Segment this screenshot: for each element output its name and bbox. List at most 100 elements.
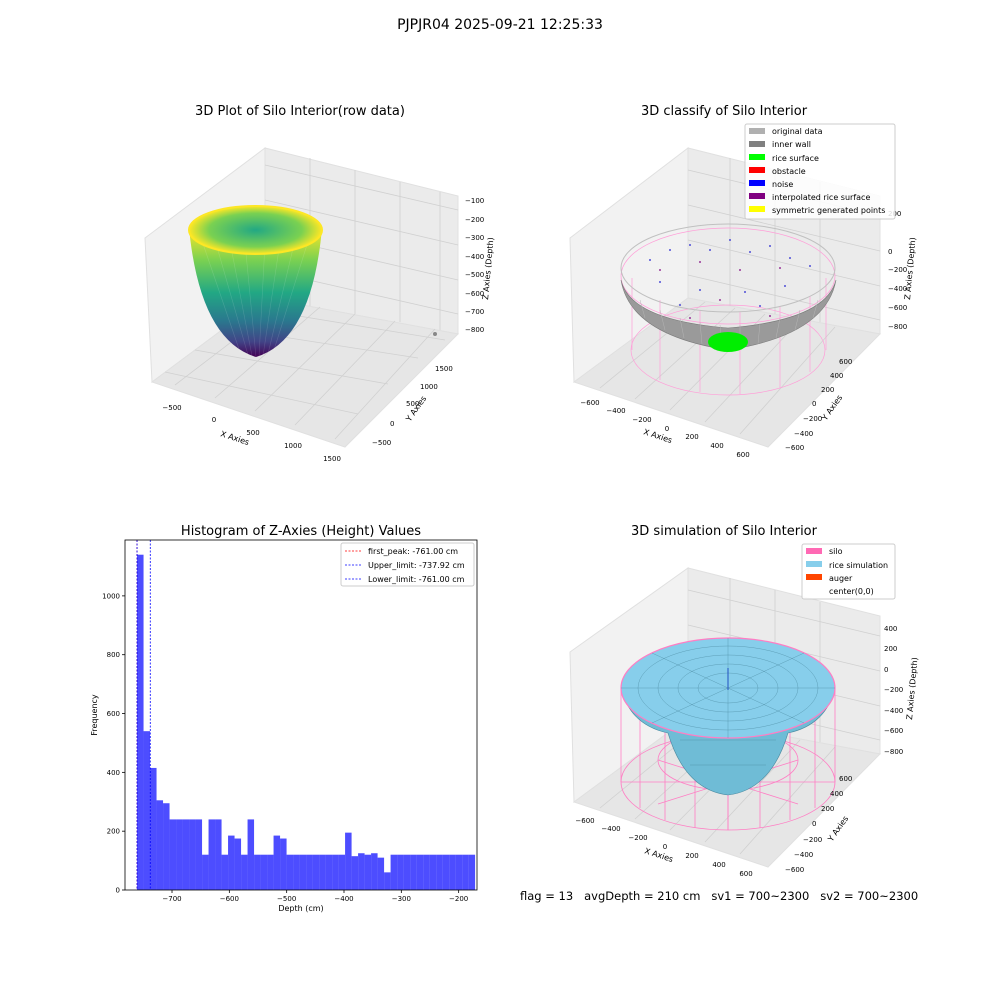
- x-tick-label: −200: [449, 895, 468, 903]
- y-tick-label: −400: [794, 851, 813, 859]
- z-tick-label: −800: [465, 326, 484, 334]
- legend-swatch: [806, 548, 822, 554]
- legend-label: inner wall: [772, 140, 811, 149]
- histogram-bar: [390, 854, 398, 890]
- y-tick-label: −500: [372, 439, 391, 447]
- histogram-bar: [293, 854, 300, 890]
- histogram-bar: [449, 854, 456, 890]
- outlier-point: [433, 332, 437, 336]
- legend-label: center(0,0): [829, 587, 874, 596]
- legend-label: interpolated rice surface: [772, 193, 870, 202]
- x-tick-label: −500: [277, 895, 296, 903]
- y-tick-label: −200: [803, 836, 822, 844]
- z-axis-label: Z Axies (Depth): [905, 657, 919, 720]
- histogram-bar: [137, 554, 144, 890]
- histogram-bar: [358, 853, 365, 890]
- x-tick-label: 500: [246, 429, 259, 437]
- legend-label: silo: [829, 547, 843, 556]
- histogram-bar: [156, 800, 164, 890]
- panel-4-title: 3D simulation of Silo Interior: [631, 524, 817, 539]
- histogram-bar: [325, 854, 333, 890]
- y-tick-label: −400: [794, 430, 813, 438]
- legend-label: auger: [829, 574, 853, 583]
- y-tick-label: 200: [821, 805, 834, 813]
- legend-label: noise: [772, 180, 793, 189]
- z-tick-label: −400: [884, 707, 903, 715]
- histogram-bar: [215, 819, 222, 890]
- legend-label: first_peak: -761.00 cm: [368, 547, 458, 556]
- x-tick-label: 600: [736, 451, 749, 459]
- histogram-bar: [234, 838, 242, 890]
- x-tick-label: 1000: [284, 442, 302, 450]
- z-tick-label: 400: [884, 625, 897, 633]
- histogram-bar: [299, 854, 307, 890]
- histogram-bar: [319, 854, 326, 890]
- histogram-bar: [364, 854, 372, 890]
- histogram-bar: [247, 819, 255, 890]
- z-tick-label: −600: [465, 290, 484, 298]
- z-tick-label: −800: [884, 748, 903, 756]
- x-tick-label: 0: [212, 416, 216, 424]
- y-tick-label: 400: [830, 372, 843, 380]
- histogram-bar: [189, 819, 196, 890]
- histogram-bar: [332, 854, 339, 890]
- histogram-bar: [442, 854, 450, 890]
- histogram-bar: [267, 854, 274, 890]
- x-tick-label: 1500: [323, 455, 341, 463]
- y-tick-label: 600: [839, 358, 852, 366]
- y-tick-label: −600: [785, 866, 804, 874]
- histogram-bar: [455, 854, 463, 890]
- x-tick-label: −700: [162, 895, 181, 903]
- panel-4-legend: silo rice simulation auger center(0,0): [801, 543, 896, 600]
- x-tick-label: −600: [580, 399, 599, 407]
- y-tick-label: 0: [812, 820, 816, 828]
- legend-swatch: [749, 193, 765, 199]
- y-tick-label: −600: [785, 444, 804, 452]
- silo-wireframe: [620, 227, 836, 396]
- paraboloid-surface: [189, 228, 322, 357]
- x-tick-label: −600: [220, 895, 239, 903]
- histogram-bar: [150, 767, 157, 890]
- x-tick-label: −500: [162, 404, 181, 412]
- z-tick-label: −200: [884, 686, 903, 694]
- x-tick-label: 0: [663, 843, 667, 851]
- histogram-bar: [306, 854, 313, 890]
- z-tick-label: 0: [888, 248, 892, 256]
- histogram-bar: [312, 854, 320, 890]
- legend-label: symmetric generated points: [772, 206, 885, 215]
- histogram-bar: [462, 854, 469, 890]
- histogram-bar: [273, 835, 281, 890]
- x-tick-label: 400: [710, 442, 723, 450]
- legend-label: obstacle: [772, 167, 806, 176]
- histogram-bar: [351, 856, 359, 890]
- legend-label: Upper_limit: -737.92 cm: [368, 561, 465, 570]
- figure-title: PJPJR04 2025-09-21 12:25:33: [397, 17, 603, 33]
- histogram-bar: [429, 854, 437, 890]
- y-tick-label: 1000: [102, 592, 120, 600]
- x-tick-label: 400: [712, 861, 725, 869]
- y-tick-label: 0: [116, 887, 120, 895]
- histogram-bar: [403, 854, 411, 890]
- y-axis-label: Frequency: [90, 694, 99, 736]
- y-tick-label: 0: [390, 420, 394, 428]
- histogram-bar: [416, 854, 424, 890]
- legend-swatch: [749, 167, 765, 173]
- histogram-bar: [202, 854, 209, 890]
- legend-swatch: [749, 128, 765, 134]
- legend-label: original data: [772, 127, 823, 136]
- histogram-bar: [371, 853, 378, 890]
- histogram-bar: [176, 819, 183, 890]
- x-tick-label: 600: [739, 870, 752, 878]
- histogram-bar: [345, 832, 352, 890]
- legend-label: rice surface: [772, 154, 819, 163]
- z-tick-label: −100: [465, 197, 484, 205]
- z-tick-label: −200: [465, 216, 484, 224]
- histogram-bar: [397, 854, 404, 890]
- status-footer: flag = 13 avgDepth = 210 cm sv1 = 700~23…: [520, 889, 919, 903]
- histogram-bar: [182, 819, 190, 890]
- legend-swatch: [749, 180, 765, 186]
- legend-label: Lower_limit: -761.00 cm: [368, 575, 465, 584]
- y-tick-label: −200: [803, 415, 822, 423]
- rice-surface-points: [708, 332, 748, 352]
